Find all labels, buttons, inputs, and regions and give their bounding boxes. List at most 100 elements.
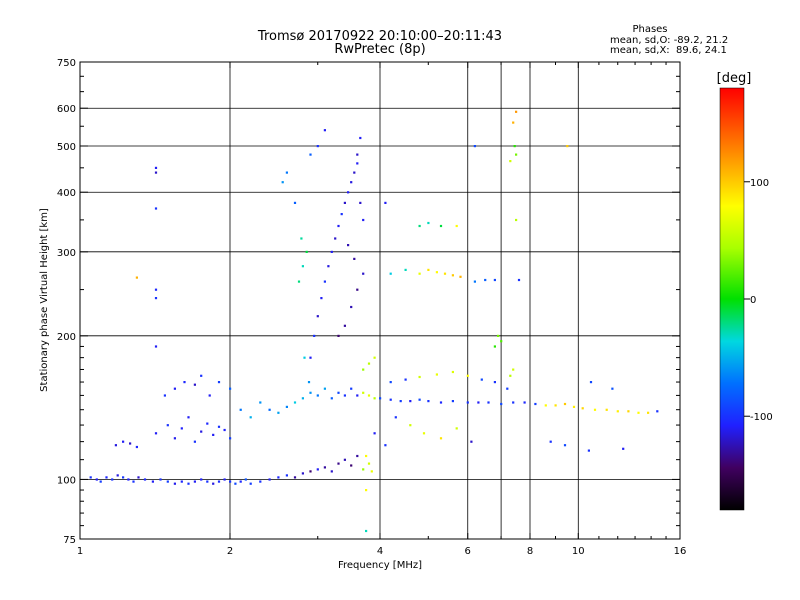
data-point bbox=[154, 345, 158, 348]
data-point bbox=[384, 444, 387, 447]
data-point bbox=[122, 476, 125, 479]
data-point bbox=[337, 224, 340, 228]
data-point bbox=[154, 171, 158, 174]
data-point bbox=[323, 466, 326, 469]
data-point bbox=[493, 345, 496, 348]
data-point bbox=[135, 445, 138, 449]
data-point bbox=[154, 166, 158, 169]
data-point bbox=[353, 257, 356, 260]
data-point bbox=[180, 480, 183, 483]
data-point bbox=[455, 224, 458, 228]
data-point bbox=[122, 440, 125, 443]
data-point bbox=[384, 201, 387, 204]
data-point bbox=[309, 470, 312, 473]
data-point bbox=[301, 397, 304, 400]
data-point bbox=[137, 476, 140, 479]
data-point bbox=[515, 110, 518, 113]
data-point bbox=[173, 482, 176, 485]
data-point bbox=[206, 480, 209, 483]
data-point bbox=[593, 408, 597, 411]
data-point bbox=[389, 381, 392, 384]
y-tick-label: 200 bbox=[57, 332, 76, 343]
y-tick-label: 100 bbox=[57, 475, 76, 486]
data-point bbox=[281, 181, 284, 184]
chart-subtitle: RwPretec (8p) bbox=[334, 42, 425, 57]
data-point bbox=[187, 416, 190, 419]
data-point bbox=[362, 391, 365, 394]
data-point bbox=[234, 482, 237, 485]
data-point bbox=[330, 397, 333, 400]
data-point bbox=[350, 181, 353, 184]
data-point bbox=[217, 381, 221, 384]
colorbar-ticks: 100 0 -100 bbox=[744, 178, 773, 423]
colorbar-tick-label: 0 bbox=[750, 295, 756, 306]
data-point bbox=[418, 375, 421, 379]
data-point bbox=[99, 480, 102, 483]
data-point bbox=[193, 383, 196, 386]
data-point bbox=[316, 145, 319, 148]
data-point bbox=[554, 404, 557, 407]
data-point bbox=[627, 410, 630, 413]
data-point bbox=[249, 416, 252, 419]
data-point bbox=[89, 476, 92, 479]
data-point bbox=[268, 478, 271, 481]
data-point bbox=[512, 121, 515, 124]
y-tick-label: 750 bbox=[57, 58, 76, 69]
data-point bbox=[143, 478, 147, 481]
x-tick-label: 4 bbox=[377, 546, 383, 557]
y-tick-label: 600 bbox=[57, 104, 76, 115]
data-point bbox=[439, 401, 443, 404]
data-point bbox=[544, 404, 547, 407]
data-point bbox=[277, 411, 280, 414]
data-point bbox=[217, 425, 221, 428]
data-point bbox=[127, 478, 130, 481]
data-point bbox=[166, 480, 169, 483]
data-point bbox=[418, 398, 421, 401]
data-point bbox=[200, 478, 203, 481]
data-point bbox=[466, 401, 469, 404]
data-point bbox=[356, 153, 359, 156]
data-point bbox=[487, 401, 490, 404]
data-point bbox=[135, 276, 138, 279]
data-point bbox=[337, 334, 340, 337]
y-axis-label: Stationary phase Virtual Height [km] bbox=[39, 208, 50, 392]
data-point bbox=[362, 272, 365, 275]
data-point bbox=[307, 381, 311, 384]
data-point bbox=[515, 153, 518, 156]
data-point bbox=[422, 432, 426, 435]
data-point bbox=[217, 480, 221, 483]
x-tick-label: 8 bbox=[527, 546, 533, 557]
data-point bbox=[223, 478, 226, 481]
y-tick-label: 400 bbox=[57, 188, 76, 199]
data-point bbox=[173, 437, 176, 440]
data-point bbox=[313, 334, 316, 337]
data-point bbox=[343, 324, 346, 327]
data-point bbox=[343, 458, 346, 461]
data-point bbox=[563, 402, 567, 406]
data-point bbox=[259, 401, 262, 404]
data-point bbox=[239, 480, 242, 483]
data-point bbox=[343, 394, 346, 397]
data-point bbox=[249, 482, 252, 485]
data-point bbox=[512, 401, 515, 404]
data-point bbox=[517, 278, 521, 282]
data-point bbox=[212, 482, 215, 485]
data-point bbox=[473, 145, 476, 148]
data-point bbox=[303, 356, 306, 359]
data-point bbox=[493, 381, 496, 384]
data-point bbox=[285, 405, 288, 408]
data-point bbox=[563, 444, 567, 447]
data-point bbox=[427, 268, 430, 271]
data-point bbox=[477, 401, 480, 404]
data-point bbox=[309, 153, 312, 156]
data-point bbox=[154, 432, 158, 435]
x-tick-label: 16 bbox=[674, 546, 687, 557]
data-point bbox=[389, 272, 392, 275]
data-point bbox=[418, 272, 421, 275]
data-point bbox=[365, 489, 368, 492]
data-point bbox=[111, 478, 114, 481]
data-point bbox=[297, 280, 301, 283]
data-point bbox=[493, 278, 496, 282]
